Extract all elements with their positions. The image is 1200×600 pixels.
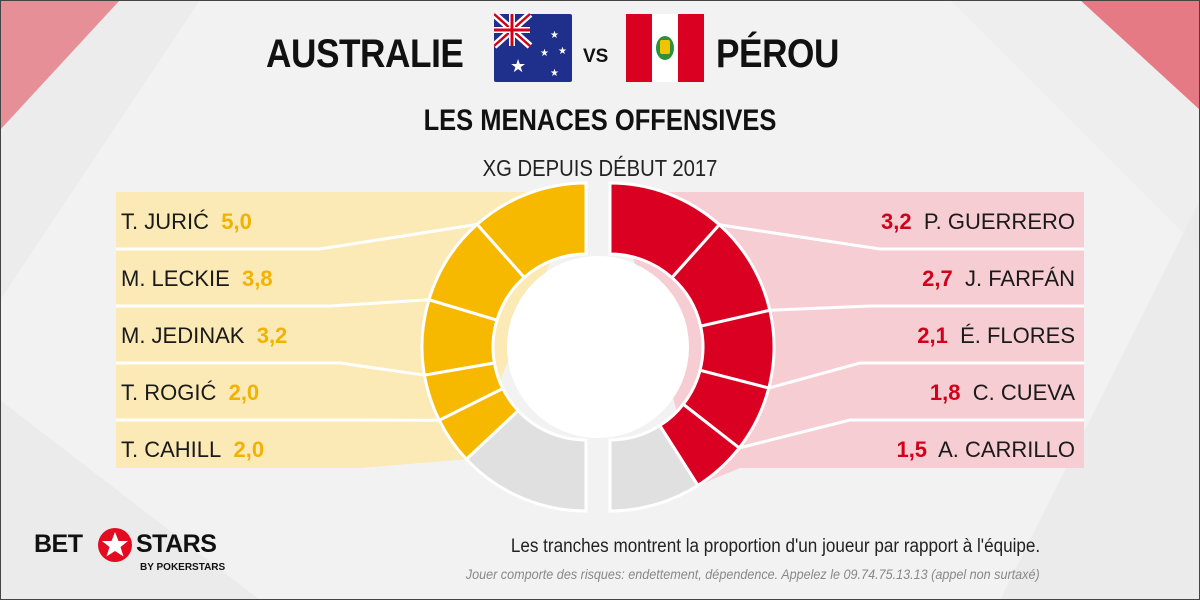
au-row-4: T. ROGIĆ 2,0 bbox=[121, 379, 259, 406]
vs-label: VS bbox=[583, 46, 609, 67]
au-player-name: T. CAHILL bbox=[121, 437, 222, 462]
pe-separator-line bbox=[769, 304, 1084, 312]
pe-player-name: J. FARFÁN bbox=[964, 266, 1075, 291]
au-player-value: 2,0 bbox=[233, 437, 265, 462]
au-separator-line bbox=[116, 361, 425, 377]
pe-player-value: 3,2 bbox=[880, 209, 912, 234]
au-row-2: M. LECKIE 3,8 bbox=[121, 265, 273, 292]
au-separator-line bbox=[116, 222, 478, 251]
chart-metric-label: XG DEPUIS DÉBUT 2017 bbox=[482, 155, 718, 181]
pe-separator-line bbox=[738, 418, 1084, 450]
pe-row-5: 1,5 A. CARRILLO bbox=[896, 436, 1075, 463]
pe-row-2: 2,7 J. FARFÁN bbox=[922, 265, 1075, 292]
donut-hole bbox=[507, 256, 689, 438]
footer-disclaimer: Jouer comporte des risques: endettement,… bbox=[466, 566, 1040, 582]
pe-row-1: 3,2 P. GUERRERO bbox=[881, 208, 1075, 235]
svg-text:★: ★ bbox=[510, 56, 526, 77]
pe-others-slice bbox=[608, 423, 700, 513]
au-row-1: T. JURIĆ 5,0 bbox=[121, 208, 252, 235]
pe-player-name: É. FLORES bbox=[960, 323, 1075, 348]
au-player-value: 3,2 bbox=[256, 323, 288, 348]
au-player-value: 5,0 bbox=[221, 209, 252, 234]
au-player-name: M. LECKIE bbox=[121, 266, 230, 291]
au-player-value: 3,8 bbox=[242, 266, 273, 291]
betstars-logo: BET STARS BY POKERSTARS bbox=[34, 528, 234, 588]
svg-text:★: ★ bbox=[540, 48, 549, 59]
pe-row-4: 1,8 C. CUEVA bbox=[930, 379, 1075, 406]
au-others-slice bbox=[464, 408, 588, 513]
au-player-name: M. JEDINAK bbox=[121, 323, 245, 348]
svg-text:★: ★ bbox=[550, 68, 559, 79]
pe-player-name: A. CARRILLO bbox=[938, 437, 1075, 462]
logo-subtitle: BY POKERSTARS bbox=[140, 562, 226, 573]
pe-player-value: 2,7 bbox=[922, 266, 953, 291]
pe-row-3: 2,1 É. FLORES bbox=[917, 322, 1075, 349]
footer-note: Les tranches montrent la proportion d'un… bbox=[510, 536, 1040, 557]
pe-player-value: 1,8 bbox=[929, 380, 961, 405]
svg-text:★: ★ bbox=[550, 30, 559, 41]
australia-flag-icon: ★ ★ ★ ★ ★ bbox=[494, 11, 572, 82]
logo-stars-text: STARS bbox=[136, 530, 217, 558]
star-logo-icon bbox=[98, 528, 132, 562]
pe-separator-line bbox=[719, 223, 1084, 251]
au-row-3: M. JEDINAK 3,2 bbox=[121, 322, 287, 349]
svg-text:★: ★ bbox=[558, 46, 567, 57]
chart-subtitle: LES MENACES OFFENSIVES bbox=[423, 104, 777, 137]
peru-flag-icon bbox=[626, 14, 704, 82]
pe-player-name: C. CUEVA bbox=[972, 380, 1075, 405]
logo-bet-text: BET bbox=[34, 530, 83, 558]
pe-player-value: 1,5 bbox=[896, 437, 928, 462]
title-row: AUSTRALIE ★ ★ ★ ★ ★ VS PÉROU bbox=[0, 6, 1200, 88]
pe-separator-line bbox=[768, 361, 1084, 390]
team-left-name: AUSTRALIE bbox=[266, 32, 464, 76]
pe-player-value: 2,1 bbox=[917, 323, 948, 348]
au-row-5: T. CAHILL 2,0 bbox=[121, 436, 264, 463]
au-separator-line bbox=[116, 298, 430, 308]
team-right-name: PÉROU bbox=[716, 32, 839, 76]
au-player-value: 2,0 bbox=[228, 380, 260, 405]
au-player-name: T. ROGIĆ bbox=[121, 380, 217, 405]
pe-player-name: P. GUERRERO bbox=[923, 209, 1075, 234]
au-player-name: T. JURIĆ bbox=[121, 209, 209, 234]
